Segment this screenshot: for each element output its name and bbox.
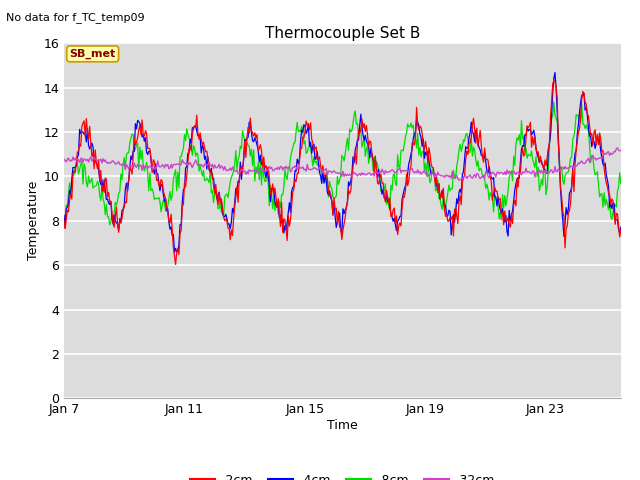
-8cm — [61, 223, 69, 228]
-8cm — [606, 196, 614, 202]
-32cm — [617, 148, 625, 154]
-8cm — [617, 180, 625, 186]
Line: -32cm: -32cm — [64, 148, 621, 180]
-8cm — [362, 146, 370, 152]
-4cm — [393, 228, 401, 233]
-4cm — [171, 249, 179, 255]
-8cm — [60, 218, 68, 224]
-2cm — [550, 77, 557, 83]
-4cm — [329, 211, 337, 217]
Line: -2cm: -2cm — [64, 80, 621, 264]
-2cm — [617, 227, 625, 233]
-32cm — [455, 177, 463, 183]
Legend: -2cm, -4cm, -8cm, -32cm: -2cm, -4cm, -8cm, -32cm — [186, 468, 499, 480]
Text: SB_met: SB_met — [70, 49, 116, 59]
-8cm — [329, 194, 337, 200]
-2cm — [329, 213, 337, 218]
-32cm — [392, 170, 399, 176]
-32cm — [60, 156, 68, 162]
-4cm — [606, 204, 614, 210]
Line: -8cm: -8cm — [64, 102, 621, 226]
-2cm — [362, 122, 370, 128]
-2cm — [393, 213, 401, 219]
X-axis label: Time: Time — [327, 419, 358, 432]
-8cm — [550, 99, 557, 105]
-2cm — [326, 193, 333, 199]
-2cm — [606, 192, 614, 198]
-32cm — [614, 145, 621, 151]
Y-axis label: Temperature: Temperature — [28, 181, 40, 261]
-4cm — [362, 138, 370, 144]
-32cm — [328, 170, 335, 176]
-2cm — [172, 262, 179, 267]
-32cm — [362, 172, 369, 178]
-4cm — [518, 146, 525, 152]
-4cm — [617, 225, 625, 230]
-2cm — [60, 218, 68, 224]
-8cm — [326, 179, 333, 184]
Title: Thermocouple Set B: Thermocouple Set B — [265, 25, 420, 41]
-8cm — [518, 118, 525, 123]
Line: -4cm: -4cm — [64, 72, 621, 252]
-2cm — [518, 154, 525, 159]
-32cm — [324, 168, 332, 174]
-32cm — [518, 172, 525, 178]
-8cm — [393, 182, 401, 188]
Text: No data for f_TC_temp09: No data for f_TC_temp09 — [6, 12, 145, 23]
-4cm — [60, 212, 68, 218]
-4cm — [551, 70, 559, 75]
-4cm — [326, 188, 333, 194]
-32cm — [605, 149, 612, 155]
